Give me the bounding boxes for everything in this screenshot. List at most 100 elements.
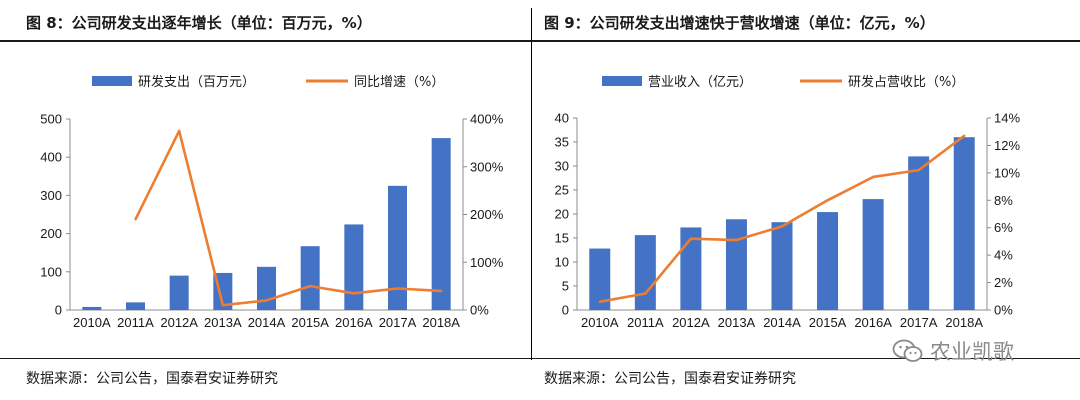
fig9-x-tick-label: 2011A: [627, 315, 664, 330]
fig9-line-point: [963, 134, 966, 138]
figure-9-bottom-rule: [532, 358, 1080, 359]
fig9-y-tick-label: 15: [555, 231, 569, 246]
watermark-text: 农业凯歌: [930, 340, 1014, 364]
fig8-y-tick-label: 0: [55, 303, 62, 318]
fig9-y-tick-label: 20: [555, 207, 569, 222]
fig9-y2-tick-label: 12%: [994, 138, 1020, 153]
fig9-bar: [589, 248, 611, 310]
fig9-line-point: [871, 175, 875, 179]
fig9-bar: [953, 137, 975, 310]
fig8-y-tick-label: 200: [40, 226, 62, 241]
fig8-line-point: [134, 218, 137, 221]
fig8-y-tick-label: 100: [40, 264, 62, 279]
fig8-x-tick-label: 2010A: [73, 315, 111, 330]
fig9-y2-tick-label: 8%: [994, 193, 1013, 208]
fig9-y2-tick-label: 4%: [994, 248, 1013, 263]
fig8-y-tick-label: 400: [40, 150, 62, 165]
fig9-y-tick-label: 40: [555, 111, 569, 126]
fig9-bar: [680, 227, 702, 310]
figure-8-title: 图 8：公司研发支出逐年增长（单位：百万元，%）: [26, 14, 372, 32]
figure-8-chart: 研发支出（百万元） 同比增速（%） 0 100 200 300 400 500 0% 100% 20…: [40, 74, 504, 330]
fig9-y2-tick-label: 14%: [994, 111, 1020, 126]
figure-8-title-rule: [0, 40, 531, 42]
fig8-y2-tick-label: 200%: [470, 207, 504, 222]
fig8-y2-tick-label: 400%: [470, 112, 504, 127]
fig8-x-tick-label: 2018A: [422, 315, 460, 330]
fig9-bar: [634, 235, 656, 310]
figure-9-source: 数据来源：公司公告，国泰君安证券研究: [544, 371, 796, 387]
figure-9-panel: 图 9：公司研发支出增速快于营收增速（单位：亿元，%） 营业收入（亿元） 研发占营…: [532, 0, 1080, 400]
fig9-legend-bar-swatch: [602, 76, 642, 86]
fig8-line-point: [308, 284, 312, 288]
fig8-line-point: [265, 299, 268, 302]
fig8-legend-line-label: 同比增速（%）: [354, 75, 444, 90]
fig9-line-point: [780, 225, 784, 228]
fig9-y2-tick-label: 6%: [994, 220, 1013, 235]
figure-8-source: 数据来源：公司公告，国泰君安证券研究: [26, 371, 278, 387]
fig9-y2-tick-label: 10%: [994, 165, 1020, 180]
fig9-line-point: [598, 300, 601, 303]
fig9-bar: [908, 156, 930, 310]
figure-8-panel: 图 8：公司研发支出逐年增长（单位：百万元，%） 研发支出（百万元） 同比增速（%…: [0, 0, 531, 400]
fig8-line-series: [134, 129, 442, 307]
fig9-x-tick-label: 2014A: [763, 315, 801, 330]
fig8-bar: [257, 266, 276, 310]
fig9-x-tick-label: 2017A: [900, 315, 938, 330]
fig9-line-point: [826, 199, 829, 202]
wechat-icon: [892, 339, 923, 362]
fig8-y2-tick-label: 0%: [470, 303, 489, 318]
fig9-legend-bar-label: 营业收入（亿元）: [648, 75, 752, 90]
fig8-legend-bar-label: 研发支出（百万元）: [138, 74, 255, 90]
figure-9-title: 图 9：公司研发支出增速快于营收增速（单位：亿元，%）: [544, 14, 935, 32]
fig8-bar: [431, 138, 451, 310]
fig8-bar: [169, 275, 189, 310]
fig9-y-tick-label: 10: [555, 255, 569, 270]
fig9-line-point: [917, 168, 920, 172]
fig9-y2-tick-label: 2%: [994, 275, 1013, 290]
fig8-y2-tick-label: 100%: [470, 255, 504, 270]
fig8-line-point: [177, 129, 181, 133]
fig8-x-tick-label: 2014A: [248, 315, 286, 330]
fig8-x-tick-label: 2015A: [291, 315, 329, 330]
fig9-bar: [817, 212, 839, 310]
fig8-x-tick-label: 2017A: [379, 315, 417, 330]
fig8-line-point: [396, 287, 399, 290]
fig8-x-tick-label: 2016A: [335, 315, 373, 330]
fig8-bar: [388, 185, 407, 310]
fig9-line-point: [689, 237, 693, 240]
figure-9-title-rule: [532, 40, 1080, 42]
fig8-bar: [344, 224, 364, 310]
fig9-y-tick-label: 35: [555, 135, 569, 150]
fig9-y-tick-label: 30: [555, 159, 569, 174]
figure-8-bottom-rule: [0, 358, 531, 359]
fig9-bar: [771, 222, 793, 310]
fig8-bar: [126, 302, 145, 310]
fig9-x-tick-label: 2013A: [718, 315, 756, 330]
fig8-legend-bar-swatch: [92, 76, 132, 86]
fig9-x-tick-label: 2018A: [945, 315, 983, 330]
fig9-line-point: [735, 238, 738, 242]
fig9-y-tick-label: 0: [562, 303, 569, 318]
figure-9-chart: 营业收入（亿元） 研发占营收比（%） 0 5 10 15 20 25 30 35 40 0% 2% 4% 6…: [555, 74, 1021, 330]
fig8-y2-tick-label: 300%: [470, 159, 504, 174]
fig8-y-tick-label: 500: [40, 112, 62, 127]
fig9-y2-tick-label: 0%: [994, 303, 1013, 318]
fig9-x-tick-label: 2015A: [809, 315, 847, 330]
fig8-x-tick-label: 2011A: [117, 315, 154, 330]
fig8-bar: [82, 306, 102, 310]
fig9-bar: [725, 219, 747, 310]
fig9-x-tick-label: 2012A: [672, 315, 710, 330]
fig8-line-point: [352, 292, 356, 295]
fig9-x-tick-label: 2010A: [581, 315, 619, 330]
fig8-bar: [300, 246, 320, 310]
fig9-y-tick-label: 25: [555, 183, 569, 198]
watermark: 农业凯歌: [892, 330, 1062, 370]
panel-divider: [531, 8, 532, 360]
fig9-x-tick-label: 2016A: [854, 315, 892, 330]
fig9-y-tick-label: 5: [562, 279, 569, 294]
fig8-line-point: [221, 304, 225, 307]
fig8-y-tick-label: 300: [40, 188, 62, 203]
fig9-line-point: [644, 292, 647, 295]
fig8-x-tick-label: 2012A: [160, 315, 198, 330]
fig9-bar: [862, 199, 884, 310]
